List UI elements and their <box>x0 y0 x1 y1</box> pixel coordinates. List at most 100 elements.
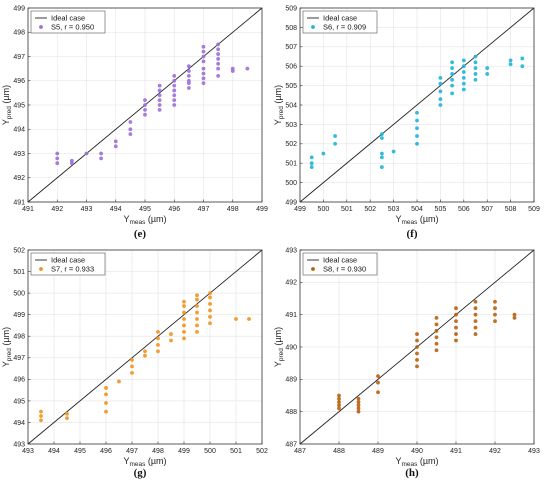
data-point <box>182 330 186 334</box>
y-tick-label: 490 <box>285 344 297 351</box>
data-point <box>39 409 43 414</box>
data-point <box>195 310 199 315</box>
data-point <box>450 91 454 96</box>
data-point <box>454 338 458 343</box>
y-axis-label: Ypred (µm) <box>1 85 13 125</box>
data-point <box>143 353 147 358</box>
data-point <box>415 141 419 146</box>
data-point <box>216 66 221 71</box>
x-tick-label: 500 <box>204 448 216 455</box>
data-point <box>201 66 206 71</box>
panel-label: (h) <box>405 467 419 479</box>
data-point <box>415 126 419 131</box>
x-tick-label: 492 <box>489 448 501 455</box>
data-point <box>143 103 147 107</box>
data-point <box>104 401 108 405</box>
y-tick-label: 493 <box>13 151 25 158</box>
data-point <box>234 317 238 321</box>
data-point <box>493 319 497 324</box>
data-point <box>473 66 478 71</box>
data-point <box>65 416 69 421</box>
data-point <box>309 161 314 166</box>
data-point <box>182 304 186 308</box>
data-point <box>461 87 466 92</box>
data-point <box>512 316 517 320</box>
y-tick-label: 492 <box>285 280 297 287</box>
data-point <box>172 88 177 93</box>
legend-series-marker <box>311 267 315 271</box>
data-point <box>208 314 212 319</box>
data-point <box>415 345 419 349</box>
data-point <box>454 306 458 311</box>
data-point <box>143 349 147 354</box>
y-axis-label: Ypred (µm) <box>273 327 285 367</box>
data-point <box>216 42 221 47</box>
data-point <box>434 322 439 327</box>
panel-label: (f) <box>407 228 418 240</box>
data-point <box>380 155 384 160</box>
legend-ideal-label: Ideal case <box>51 256 85 265</box>
data-point <box>84 151 89 156</box>
data-point <box>172 74 177 78</box>
data-point <box>169 338 173 343</box>
data-point <box>434 335 439 340</box>
data-point <box>65 411 69 416</box>
x-tick-label: 505 <box>435 206 447 213</box>
data-point <box>508 62 513 67</box>
data-point <box>333 134 337 138</box>
data-point <box>434 316 439 320</box>
data-point <box>128 120 133 124</box>
data-point <box>434 348 439 353</box>
y-tick-label: 499 <box>13 5 25 12</box>
y-tick-label: 499 <box>13 312 25 319</box>
data-point <box>438 75 443 80</box>
data-point <box>461 64 466 69</box>
data-point <box>216 47 221 52</box>
x-tick-label: 501 <box>341 206 353 213</box>
data-point <box>454 319 458 324</box>
data-point <box>438 81 443 86</box>
x-tick-label: 497 <box>198 206 210 213</box>
data-point <box>454 312 458 317</box>
data-point <box>128 132 133 137</box>
data-point <box>104 409 108 414</box>
y-tick-label: 491 <box>285 312 297 319</box>
legend-box <box>302 252 378 276</box>
data-point <box>216 74 221 78</box>
data-point <box>143 112 147 117</box>
data-point <box>216 61 221 66</box>
data-point <box>169 332 173 336</box>
x-tick-label: 488 <box>333 448 345 455</box>
data-point <box>195 323 199 328</box>
data-point <box>376 374 380 378</box>
x-tick-label: 496 <box>100 448 112 455</box>
data-point <box>195 293 199 298</box>
x-tick-label: 489 <box>372 448 384 455</box>
data-point <box>473 319 478 324</box>
data-point <box>415 110 419 115</box>
data-point <box>130 370 134 375</box>
x-tick-label: 498 <box>152 448 164 455</box>
data-point <box>201 44 206 49</box>
x-tick-label: 502 <box>256 448 268 455</box>
x-tick-label: 491 <box>450 448 462 455</box>
data-point <box>156 330 160 334</box>
data-point <box>512 312 517 317</box>
data-point <box>186 69 191 73</box>
data-point <box>157 107 162 112</box>
data-point <box>195 297 199 302</box>
data-point <box>454 332 458 336</box>
data-point <box>172 83 177 88</box>
y-tick-label: 495 <box>13 398 25 405</box>
data-point <box>520 64 525 69</box>
data-point <box>461 58 466 63</box>
data-point <box>216 52 221 56</box>
data-point <box>99 151 104 156</box>
data-point <box>195 330 199 334</box>
data-point <box>172 103 177 107</box>
data-point <box>493 299 497 304</box>
legend-series-label: S7, r = 0.933 <box>51 265 94 274</box>
data-point <box>156 342 160 347</box>
